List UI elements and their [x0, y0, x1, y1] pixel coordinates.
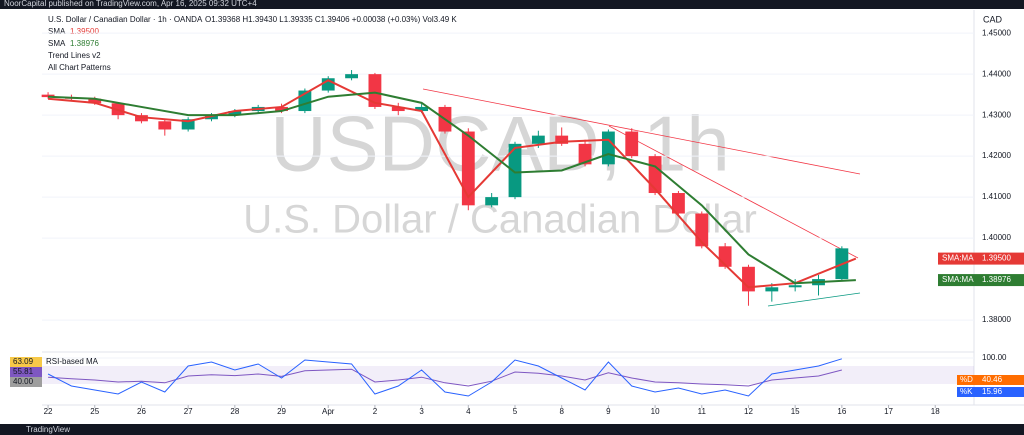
candle-body	[345, 74, 358, 79]
indicator-value: 63.09	[13, 357, 34, 366]
indicator-tag: %K	[960, 387, 973, 396]
y-tick-label: 1.43000	[982, 110, 1011, 119]
x-tick-label: 15	[791, 407, 800, 416]
candle-body	[601, 131, 615, 165]
price-tag-value: 1.39500	[982, 254, 1011, 263]
candle-body	[88, 98, 102, 104]
symbol: U.S. Dollar / Canadian Dollar · 1h · OAN…	[48, 15, 203, 24]
candle-body	[461, 131, 475, 206]
x-tick-label: 16	[837, 407, 846, 416]
x-tick-label: 27	[184, 407, 193, 416]
x-tick-label: 18	[931, 407, 940, 416]
indicator-box	[957, 387, 1024, 397]
oscillator-line	[47, 358, 843, 397]
indicator-box	[10, 377, 42, 387]
oscillator-line	[48, 368, 842, 387]
ohlc: O1.39368 H1.39430 L1.39335 C1.39406 +0.0…	[205, 15, 457, 24]
indicator-name: RSI-based MA	[46, 357, 99, 366]
candle-body	[368, 74, 382, 107]
indicator-name: Trend Lines v2	[48, 51, 101, 60]
top-bar	[0, 0, 1024, 9]
price-tag-name: SMA:MA	[942, 275, 974, 284]
published: NoorCapital published on TradingView.com…	[4, 0, 257, 8]
indicator-tag: %D	[960, 375, 973, 384]
footer: TradingView	[26, 425, 70, 434]
trend-line	[608, 125, 859, 259]
indicator-value: 40.00	[13, 377, 34, 386]
candle-body	[228, 111, 242, 116]
x-tick-label: 12	[744, 407, 753, 416]
x-tick-label: 2	[373, 407, 378, 416]
candle-body	[578, 143, 592, 165]
currency: CAD	[983, 14, 1003, 24]
indicator-name: SMA	[48, 39, 66, 48]
candle-body	[158, 121, 172, 130]
y-tick-label: 1.38000	[982, 315, 1011, 324]
candle-body	[135, 115, 148, 122]
candle-body	[672, 193, 685, 214]
bottom-bar	[0, 424, 1024, 435]
candle-body	[788, 285, 802, 288]
x-tick-label: 4	[466, 407, 471, 416]
candle-body	[205, 115, 218, 120]
sma-line	[47, 79, 857, 289]
indicator-value: 1.38976	[70, 39, 99, 48]
candle-body	[391, 106, 405, 112]
x-tick-label: 5	[513, 407, 518, 416]
y-tick-label: 1.44000	[982, 69, 1011, 78]
indicator-name: All Chart Patterns	[48, 63, 111, 72]
x-tick-label: 3	[419, 407, 424, 416]
price-tag	[938, 252, 1024, 265]
price-tag-name: SMA:MA	[942, 254, 974, 263]
candle-body	[181, 119, 195, 130]
x-tick-label: 26	[137, 407, 146, 416]
candle-body	[485, 197, 499, 206]
x-tick-label: 10	[651, 407, 660, 416]
indicator-box	[957, 375, 1024, 385]
x-tick-label: 22	[44, 407, 53, 416]
y-tick-label: 1.45000	[982, 28, 1011, 37]
indicator-value: 1.39500	[70, 27, 99, 36]
candle-body	[508, 143, 522, 198]
price-tag-value: 1.38976	[982, 275, 1011, 284]
candle-body	[765, 287, 779, 292]
x-tick-label: 25	[90, 407, 99, 416]
indicator-value: 15.96	[982, 387, 1003, 396]
x-tick-label: 9	[606, 407, 611, 416]
x-tick-label: 28	[230, 407, 239, 416]
x-tick-label: 17	[884, 407, 893, 416]
y-tick-label: 1.40000	[982, 233, 1011, 242]
y-tick-label: 1.42000	[982, 151, 1011, 160]
x-tick-label: 29	[277, 407, 286, 416]
candle-body	[41, 94, 55, 98]
indicator-value: 55.81	[13, 367, 34, 376]
indicator-value: 40.46	[982, 375, 1003, 384]
candle-body	[415, 106, 429, 112]
x-tick-label: Apr	[322, 407, 335, 416]
indicator-name: SMA	[48, 27, 66, 36]
candle-body	[275, 106, 288, 112]
candle-body	[531, 135, 545, 144]
sma-line	[48, 91, 856, 285]
candle-body	[555, 135, 569, 144]
price-tag	[938, 274, 1024, 287]
trend-line	[422, 88, 861, 175]
x-tick-label: 11	[698, 407, 707, 416]
trend-line	[767, 292, 861, 307]
candle-body	[625, 131, 639, 157]
x-tick-label: 8	[559, 407, 564, 416]
indicator-box	[10, 367, 42, 377]
y-tick-label: 100.00	[982, 353, 1007, 362]
indicator-box	[10, 357, 42, 367]
y-tick-label: 1.41000	[982, 192, 1011, 201]
watermark-sub: U.S. Dollar / Canadian Dollar	[243, 198, 757, 242]
